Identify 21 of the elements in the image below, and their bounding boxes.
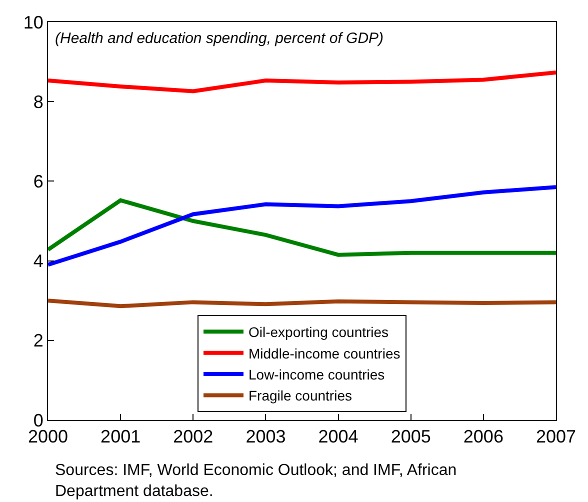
legend-label: Middle-income countries (248, 345, 400, 362)
y-tick-label: 10 (23, 12, 44, 32)
text: (Health and education spending, percent of GDP) (55, 30, 384, 47)
legend-label: Oil-exporting countries (248, 324, 389, 340)
y-tick-label: 4 (33, 251, 44, 272)
legend-label: Fragile countries (248, 388, 352, 404)
y-tick-label: 6 (33, 172, 44, 192)
legend-label: Low-income countries (248, 366, 385, 382)
line-series (48, 70, 556, 94)
y-tick-label: 8 (33, 92, 44, 112)
x-tick-label: 2003 (246, 426, 286, 447)
x-tick-label: 2006 (463, 426, 504, 447)
x-tick-label: 2004 (318, 426, 358, 447)
x-tick-label: 2007 (536, 426, 576, 447)
x-tick-label: 2001 (100, 426, 141, 447)
x-tick-label: 2005 (390, 426, 431, 447)
y-tick-label: 2 (33, 330, 44, 351)
line-series (48, 185, 556, 267)
line-series (48, 198, 556, 257)
x-tick-label: 2002 (173, 426, 214, 447)
source-note: Sources: IMF, World Economic Outlook; and IMF, African Department database. (55, 462, 457, 500)
